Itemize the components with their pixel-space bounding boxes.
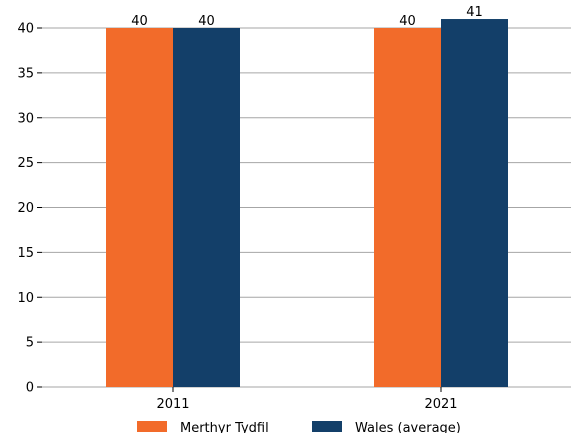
- legend: Merthyr Tydfil Wales (average): [137, 421, 461, 433]
- x-tick-label-2021: 2021: [424, 397, 457, 412]
- data-label-2011-series-1: 40: [131, 14, 148, 29]
- legend-label-series-1: Merthyr Tydfil: [180, 421, 269, 433]
- y-tick-label-5: 5: [26, 336, 34, 351]
- legend-swatch-series-2: [312, 421, 342, 432]
- bar-2021-series-1: [374, 28, 441, 387]
- y-tick-label-25: 25: [17, 156, 34, 171]
- data-label-2021-series-2: 41: [466, 5, 483, 20]
- data-label-2011-series-2: 40: [198, 14, 215, 29]
- legend-label-series-2: Wales (average): [355, 421, 461, 433]
- y-tick-label-15: 15: [17, 246, 34, 261]
- y-tick-label-10: 10: [17, 291, 34, 306]
- y-tick-label-35: 35: [17, 66, 34, 81]
- legend-swatch-series-1: [137, 421, 167, 432]
- y-tick-label-40: 40: [17, 22, 34, 37]
- x-axis: 2011 2021: [156, 387, 458, 412]
- y-tick-label-30: 30: [17, 111, 34, 126]
- data-labels: 40 40 40 41: [131, 5, 483, 29]
- bars: [106, 19, 508, 388]
- bar-2011-series-2: [173, 28, 240, 387]
- data-label-2021-series-1: 40: [399, 14, 416, 29]
- y-axis: 0 5 10 15 20 25 30 35 40: [17, 22, 42, 396]
- x-tick-label-2011: 2011: [156, 397, 189, 412]
- y-tick-label-20: 20: [17, 201, 34, 216]
- y-tick-label-0: 0: [26, 381, 34, 396]
- bar-2011-series-1: [106, 28, 173, 387]
- bar-2021-series-2: [441, 19, 508, 388]
